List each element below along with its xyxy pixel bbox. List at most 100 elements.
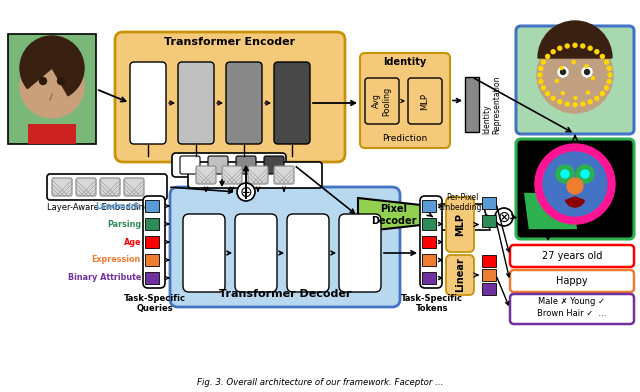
Circle shape — [40, 78, 47, 85]
Circle shape — [560, 67, 563, 70]
Bar — [422, 272, 436, 284]
Circle shape — [586, 91, 589, 94]
Circle shape — [573, 103, 577, 107]
Text: Male ✗ Young ✓: Male ✗ Young ✓ — [538, 298, 605, 307]
FancyBboxPatch shape — [446, 255, 474, 295]
FancyBboxPatch shape — [180, 156, 200, 174]
Bar — [145, 236, 159, 248]
Circle shape — [591, 77, 595, 80]
Circle shape — [556, 80, 559, 82]
Circle shape — [600, 54, 604, 58]
Bar — [482, 269, 496, 281]
Bar — [482, 283, 496, 295]
Polygon shape — [358, 198, 430, 232]
FancyBboxPatch shape — [236, 156, 256, 174]
FancyBboxPatch shape — [408, 78, 442, 124]
Circle shape — [495, 208, 513, 226]
FancyBboxPatch shape — [248, 166, 268, 184]
Circle shape — [558, 46, 562, 50]
Text: Layer-Aware Embeddings: Layer-Aware Embeddings — [47, 203, 154, 212]
Bar — [422, 236, 436, 248]
Circle shape — [565, 44, 569, 48]
Wedge shape — [566, 197, 584, 207]
Circle shape — [237, 183, 255, 201]
Text: Per-Pixel
Embeddings: Per-Pixel Embeddings — [438, 193, 486, 212]
Text: Linear: Linear — [455, 258, 465, 292]
Text: Identity
Representation: Identity Representation — [482, 75, 501, 134]
FancyBboxPatch shape — [52, 178, 72, 196]
Text: Task-Specific
Queries: Task-Specific Queries — [124, 294, 186, 313]
FancyBboxPatch shape — [226, 62, 262, 144]
Circle shape — [607, 66, 611, 71]
FancyBboxPatch shape — [208, 156, 228, 174]
Circle shape — [607, 80, 611, 83]
Text: Transformer Decoder: Transformer Decoder — [219, 289, 351, 299]
Circle shape — [576, 165, 594, 183]
Circle shape — [595, 50, 599, 54]
Circle shape — [558, 100, 562, 104]
FancyBboxPatch shape — [365, 78, 399, 124]
FancyBboxPatch shape — [183, 214, 225, 292]
Circle shape — [535, 144, 615, 224]
FancyBboxPatch shape — [172, 153, 286, 177]
Text: ⊗: ⊗ — [498, 209, 510, 225]
Text: Avg
Pooling: Avg Pooling — [372, 87, 392, 116]
Text: Binary Attribute: Binary Attribute — [68, 274, 141, 283]
Circle shape — [600, 92, 604, 96]
Bar — [422, 218, 436, 230]
Text: Brown Hair ✓  ...: Brown Hair ✓ ... — [538, 310, 607, 318]
Circle shape — [572, 60, 575, 64]
Circle shape — [605, 86, 609, 90]
FancyBboxPatch shape — [339, 214, 381, 292]
Circle shape — [20, 54, 84, 118]
Text: MLP: MLP — [420, 93, 429, 109]
Circle shape — [541, 86, 545, 90]
Text: MLP: MLP — [455, 213, 465, 236]
Bar — [8, 34, 96, 144]
Bar — [145, 272, 159, 284]
Bar — [422, 254, 436, 266]
FancyBboxPatch shape — [360, 53, 450, 148]
Polygon shape — [433, 204, 490, 230]
FancyBboxPatch shape — [143, 196, 165, 288]
Circle shape — [58, 78, 65, 85]
Circle shape — [582, 67, 592, 77]
FancyBboxPatch shape — [76, 178, 96, 196]
Text: 27 years old: 27 years old — [542, 251, 602, 261]
Circle shape — [565, 102, 569, 106]
Text: Fig. 3. Overall architecture of our framework. Faceptor ...: Fig. 3. Overall architecture of our fram… — [197, 378, 443, 387]
Circle shape — [539, 80, 543, 83]
FancyBboxPatch shape — [130, 62, 166, 144]
Bar — [422, 200, 436, 212]
Circle shape — [561, 69, 566, 74]
Text: ⊕: ⊕ — [239, 185, 252, 200]
FancyBboxPatch shape — [264, 156, 284, 174]
Text: Happy: Happy — [556, 276, 588, 286]
Text: Landmark: Landmark — [96, 201, 141, 211]
Text: Task-Specific
Tokens: Task-Specific Tokens — [401, 294, 463, 313]
Circle shape — [538, 73, 542, 77]
FancyBboxPatch shape — [510, 270, 634, 292]
Circle shape — [567, 178, 583, 194]
FancyBboxPatch shape — [516, 139, 634, 239]
FancyBboxPatch shape — [274, 166, 294, 184]
Circle shape — [580, 102, 585, 106]
Text: Identity: Identity — [383, 57, 427, 67]
Bar — [482, 255, 496, 267]
FancyBboxPatch shape — [235, 214, 277, 292]
Bar — [465, 77, 479, 132]
Circle shape — [580, 44, 585, 48]
FancyBboxPatch shape — [178, 62, 214, 144]
Circle shape — [595, 96, 599, 100]
Bar — [145, 200, 159, 212]
FancyBboxPatch shape — [115, 32, 345, 162]
FancyBboxPatch shape — [287, 214, 329, 292]
Wedge shape — [20, 68, 52, 89]
FancyBboxPatch shape — [170, 187, 400, 307]
Polygon shape — [517, 199, 572, 237]
Circle shape — [546, 54, 550, 58]
Bar — [482, 215, 496, 227]
Text: Expression: Expression — [92, 256, 141, 265]
Circle shape — [573, 43, 577, 47]
Circle shape — [558, 67, 568, 77]
